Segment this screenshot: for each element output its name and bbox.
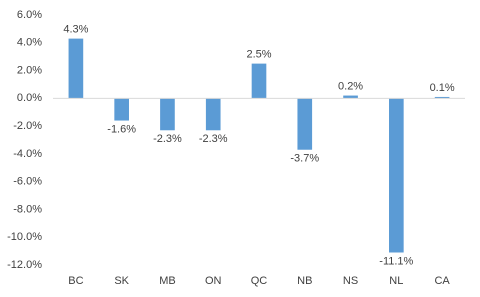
x-tick-label: NS	[343, 275, 358, 287]
bar	[114, 98, 129, 121]
x-tick-label: BC	[68, 275, 83, 287]
data-label: 0.1%	[430, 82, 455, 94]
x-tick-label: CA	[434, 275, 450, 287]
y-tick-label: 6.0%	[17, 9, 42, 21]
x-tick-label: MB	[159, 275, 176, 287]
bar	[205, 98, 221, 131]
x-tick-label: NL	[389, 275, 403, 287]
y-tick-label: -2.0%	[13, 120, 42, 132]
x-tick-label: NB	[297, 275, 312, 287]
y-tick-label: -4.0%	[13, 148, 42, 160]
bar	[434, 96, 450, 99]
y-tick-label: 0.0%	[17, 92, 42, 104]
data-label: -11.1%	[379, 255, 413, 267]
bar	[68, 38, 84, 99]
bar	[251, 63, 267, 99]
data-label: 4.3%	[63, 24, 88, 36]
y-tick-label: -12.0%	[7, 259, 42, 271]
data-label: -1.6%	[107, 123, 136, 135]
bar	[343, 95, 358, 99]
data-label: -3.7%	[290, 153, 319, 165]
y-tick-label: -6.0%	[13, 176, 42, 188]
bar	[160, 98, 175, 131]
x-tick-label: ON	[205, 275, 222, 287]
data-label: 2.5%	[246, 49, 271, 61]
data-label: -2.3%	[199, 133, 228, 145]
y-tick-label: 4.0%	[17, 37, 42, 49]
data-label: 0.2%	[338, 80, 363, 92]
y-tick-label: 2.0%	[17, 64, 42, 76]
data-label: -2.3%	[153, 133, 182, 145]
x-tick-label: SK	[114, 275, 129, 287]
bar	[389, 98, 404, 253]
x-tick-label: QC	[251, 275, 268, 287]
y-tick-label: -8.0%	[13, 203, 42, 215]
bar	[297, 98, 313, 150]
y-tick-label: -10.0%	[7, 231, 42, 243]
